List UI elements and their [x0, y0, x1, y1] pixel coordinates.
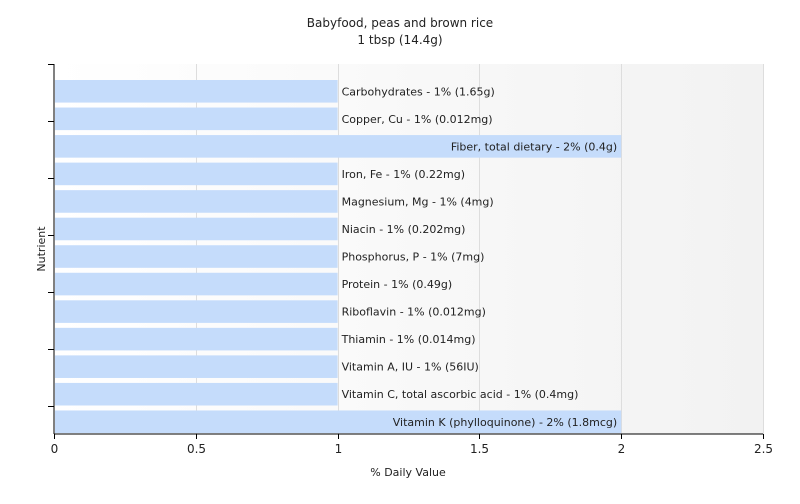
y-ticks: [48, 64, 54, 407]
bar-label: Vitamin A, IU - 1% (56IU): [342, 361, 479, 374]
bar: [55, 300, 338, 323]
bar-labels: Carbohydrates - 1% (1.65g) Copper, Cu - 1…: [341, 85, 618, 428]
x-tick-label: 1.5: [470, 442, 489, 456]
bar: [55, 217, 338, 241]
bar: [55, 245, 338, 268]
x-axis-label: % Daily Value: [370, 466, 446, 479]
bar-label: Iron, Fe - 1% (0.22mg): [342, 168, 465, 181]
x-tick-label: 2: [618, 442, 626, 456]
bar-label: Riboflavin - 1% (0.012mg): [342, 306, 486, 319]
chart-subtitle: 1 tbsp (14.4g): [357, 33, 442, 47]
bar: [55, 135, 622, 158]
bar: [55, 80, 338, 103]
bar: [55, 382, 338, 406]
axes: [53, 64, 763, 435]
y-axis-label: Nutrient: [35, 226, 48, 272]
bars: [55, 80, 622, 434]
x-tick-label: 2.5: [754, 442, 773, 456]
bar-label: Fiber, total dietary - 2% (0.4g): [451, 140, 617, 153]
chart-title: Babyfood, peas and brown rice: [307, 16, 493, 30]
bar-label: Magnesium, Mg - 1% (4mg): [342, 195, 494, 208]
bar: [55, 107, 338, 131]
bar: [55, 327, 338, 351]
bar-label: Vitamin K (phylloquinone) - 2% (1.8mcg): [393, 416, 617, 429]
x-tick-label: 1: [335, 442, 343, 456]
x-tick-label: 0: [51, 442, 59, 456]
bar-label: Thiamin - 1% (0.014mg): [341, 333, 476, 346]
bar: [55, 162, 338, 186]
bar: [55, 272, 338, 296]
bar-label: Copper, Cu - 1% (0.012mg): [342, 113, 493, 126]
bar-label: Carbohydrates - 1% (1.65g): [342, 85, 495, 98]
bar-label: Phosphorus, P - 1% (7mg): [342, 251, 485, 264]
bar: [55, 190, 338, 213]
x-tick-label: 0.5: [187, 442, 206, 456]
bar-label: Vitamin C, total ascorbic acid - 1% (0.4…: [342, 388, 579, 401]
x-ticks: 0 0.5 1 1.5 2 2.5: [51, 434, 773, 456]
bar: [55, 410, 622, 434]
bar-label: Protein - 1% (0.49g): [342, 278, 453, 291]
bar-label: Niacin - 1% (0.202mg): [342, 223, 466, 236]
bar: [55, 355, 338, 378]
